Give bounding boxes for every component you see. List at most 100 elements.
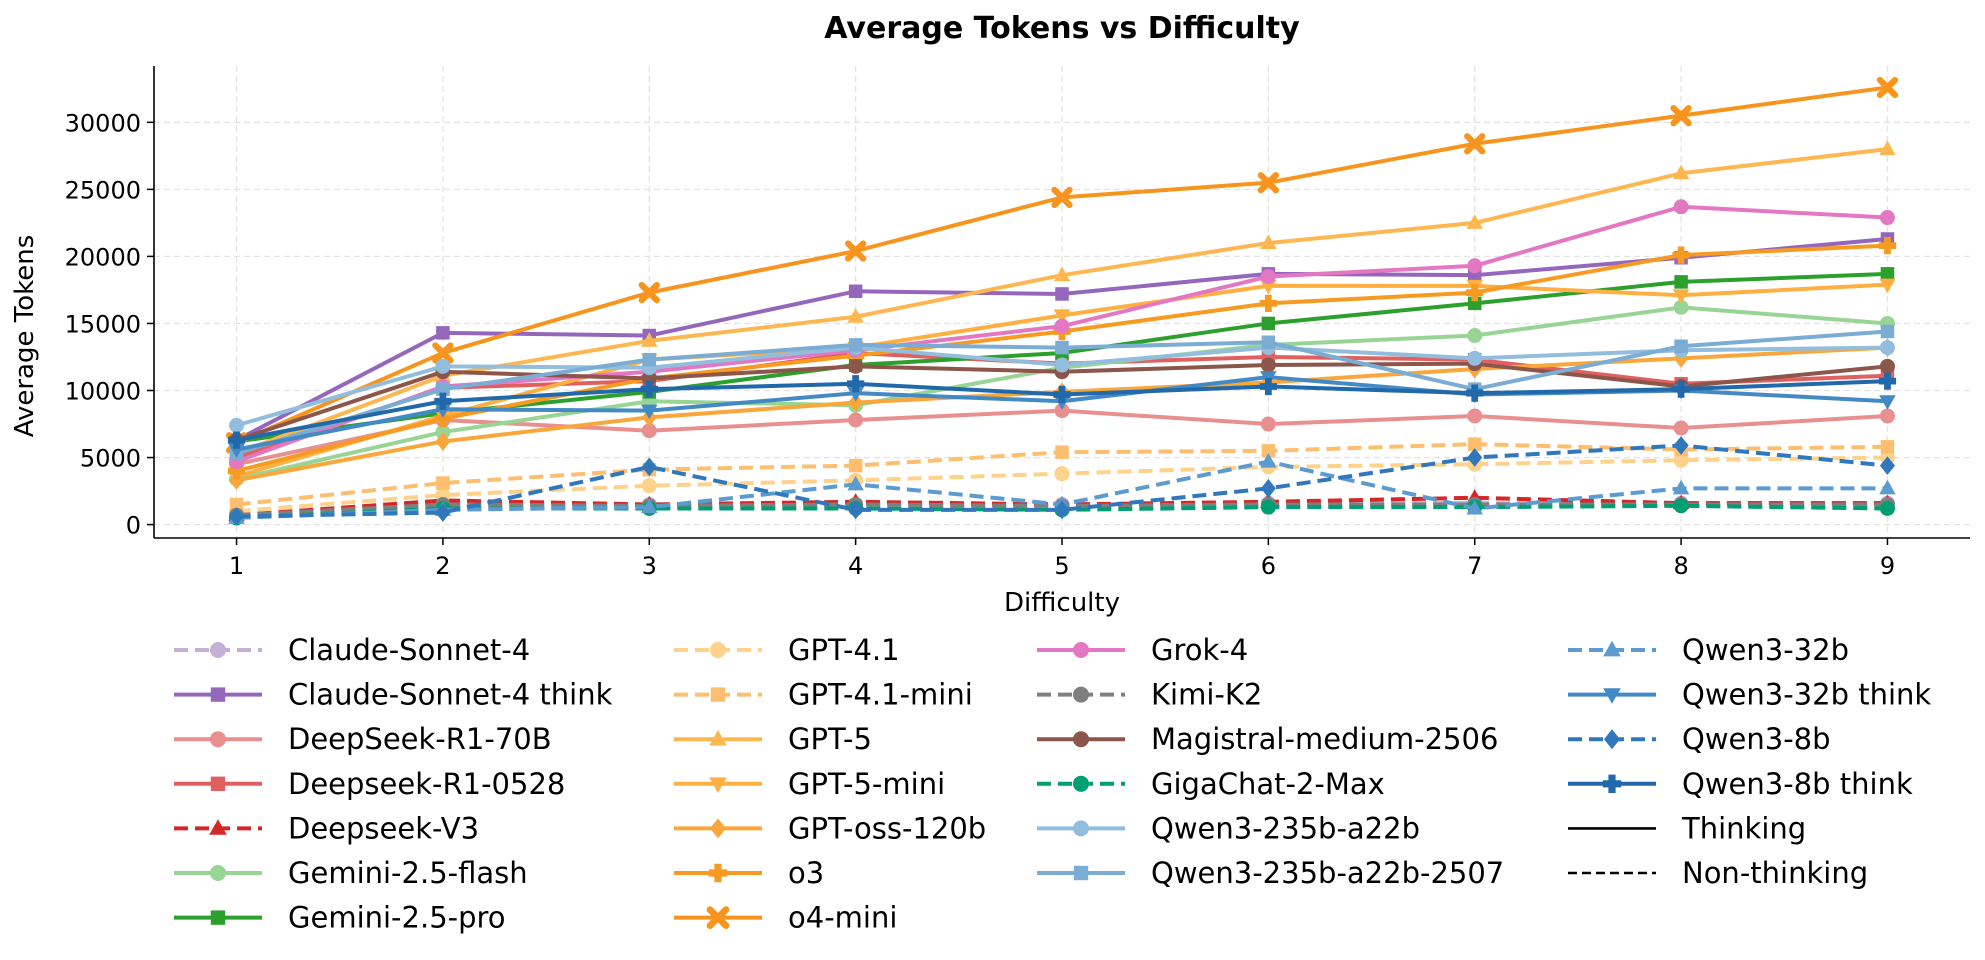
data-point xyxy=(1879,340,1895,356)
data-point xyxy=(436,476,450,490)
legend-item: Qwen3-8b think xyxy=(1568,767,1913,801)
data-point xyxy=(641,457,657,477)
data-point xyxy=(228,443,245,459)
data-point xyxy=(638,281,660,304)
data-point xyxy=(1261,316,1276,331)
y-tick-label: 20000 xyxy=(65,243,141,271)
data-point xyxy=(1878,237,1897,255)
y-tick-label: 30000 xyxy=(65,109,141,137)
data-point xyxy=(227,462,246,480)
legend-item: Gemini-2.5-flash xyxy=(174,856,528,890)
data-point xyxy=(1054,357,1070,373)
legend-label: Qwen3-32b xyxy=(1682,633,1849,667)
data-point xyxy=(1879,278,1896,294)
legend-item: Magistral-medium-2506 xyxy=(1037,722,1498,756)
data-point xyxy=(1672,289,1690,304)
legend-item: GPT-4.1 xyxy=(674,633,900,667)
data-point xyxy=(1880,440,1895,454)
data-point xyxy=(1672,164,1690,180)
data-point xyxy=(1261,335,1276,349)
legend-label: Claude-Sonnet-4 xyxy=(288,633,530,667)
data-point xyxy=(1259,377,1277,396)
data-point xyxy=(435,424,451,440)
legend-marker xyxy=(1073,642,1089,658)
legend-item: Deepseek-R1-0528 xyxy=(174,767,565,801)
x-tick-label: 4 xyxy=(848,552,863,580)
legend-label: GPT-5-mini xyxy=(788,767,945,801)
legend-item: Claude-Sonnet-4 xyxy=(174,633,530,667)
series-line xyxy=(236,443,1888,519)
axes: 1 2 3 4 5 6 7 8 9 0 5000 10000 15000 20000 25000 30000 xyxy=(65,66,1970,580)
legend-marker xyxy=(1073,820,1089,837)
x-tick-label: 5 xyxy=(1054,552,1069,580)
legend-item: Qwen3-32b think xyxy=(1568,678,1931,712)
data-point xyxy=(848,393,864,412)
legend-marker xyxy=(1073,731,1089,748)
data-point xyxy=(1670,104,1692,127)
data-point xyxy=(1673,452,1689,468)
data-point xyxy=(229,470,245,490)
legend-item: GigaChat-2-Max xyxy=(1037,767,1385,801)
series-qwen3-8b xyxy=(229,436,1895,526)
data-point xyxy=(1053,385,1071,404)
legend-label: Kimi-K2 xyxy=(1151,678,1262,712)
legend-marker xyxy=(210,687,226,702)
data-point xyxy=(1467,258,1483,274)
legend-marker xyxy=(708,863,728,883)
data-point xyxy=(229,417,245,433)
legend-label: Non-thinking xyxy=(1682,856,1868,890)
data-point xyxy=(1051,186,1073,209)
legend-label: DeepSeek-R1-70B xyxy=(288,722,552,756)
legend-marker xyxy=(210,865,226,881)
data-point xyxy=(432,342,454,364)
legend-item: Kimi-K2 xyxy=(1037,678,1262,712)
legend-marker xyxy=(710,818,726,839)
legend-label: o3 xyxy=(788,856,824,890)
data-point xyxy=(1257,172,1279,194)
data-point xyxy=(436,326,450,340)
legend-item: GPT-5 xyxy=(674,722,872,756)
x-tick-label: 7 xyxy=(1467,552,1482,580)
data-point xyxy=(1879,395,1896,410)
legend-item: o4-mini xyxy=(674,901,897,935)
legend-label: Grok-4 xyxy=(1151,633,1248,667)
x-tick-label: 8 xyxy=(1673,552,1688,580)
data-point xyxy=(1055,287,1069,301)
legend-label: o4-mini xyxy=(788,901,897,935)
data-point xyxy=(641,423,657,439)
y-tick-label: 15000 xyxy=(65,310,141,338)
data-point xyxy=(848,284,863,299)
data-point xyxy=(1260,279,1277,295)
data-point xyxy=(848,458,863,473)
legend-label: GPT-5 xyxy=(788,722,872,756)
x-axis-label: Difficulty xyxy=(1004,588,1120,618)
data-point xyxy=(848,500,864,520)
chart-title: Average Tokens vs Difficulty xyxy=(824,11,1300,46)
y-tick-label: 5000 xyxy=(80,445,141,473)
data-point xyxy=(434,410,452,428)
legend-marker xyxy=(710,687,726,702)
legend-item: GPT-4.1-mini xyxy=(674,678,973,712)
data-point xyxy=(1260,234,1277,249)
x-tick-label: 2 xyxy=(435,552,450,580)
legend-item: Deepseek-V3 xyxy=(174,811,479,845)
legend-marker xyxy=(709,777,727,793)
legend-marker xyxy=(1603,640,1621,657)
legend-label: GPT-4.1 xyxy=(788,633,900,667)
legend-label: GPT-4.1-mini xyxy=(788,678,973,712)
legend-marker xyxy=(1603,688,1621,704)
data-point xyxy=(1260,479,1276,498)
data-point xyxy=(1672,479,1690,495)
legend-label: Qwen3-32b think xyxy=(1682,678,1931,712)
legend-marker xyxy=(1073,775,1089,792)
data-point xyxy=(1673,436,1689,455)
data-point xyxy=(1673,420,1689,436)
legend-label: Claude-Sonnet-4 think xyxy=(288,678,613,712)
data-point xyxy=(1467,408,1483,424)
legend-label: Gemini-2.5-flash xyxy=(288,856,528,890)
y-axis-label: Average Tokens xyxy=(10,235,40,438)
data-point xyxy=(434,392,452,410)
data-point xyxy=(845,240,867,262)
data-point xyxy=(1054,466,1070,482)
data-point xyxy=(435,432,451,451)
